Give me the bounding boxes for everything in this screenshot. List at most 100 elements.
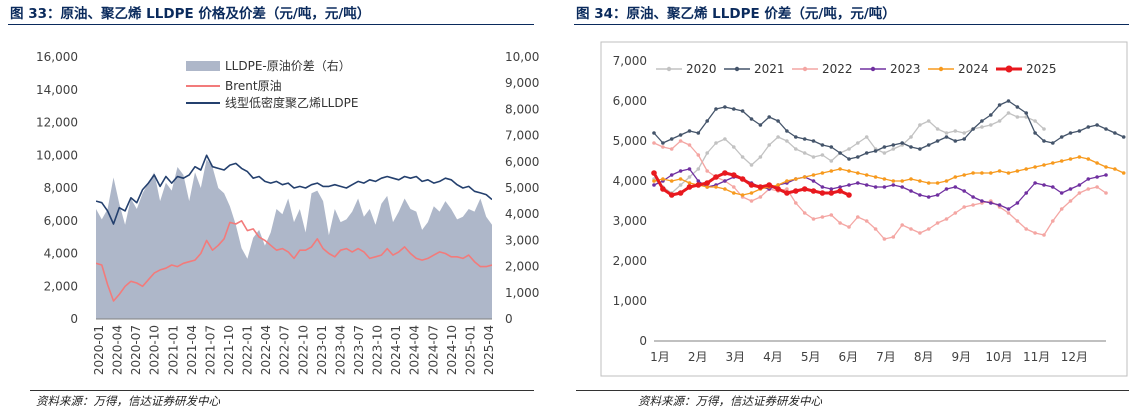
data-point	[785, 139, 789, 143]
data-point	[829, 213, 834, 217]
data-point	[696, 131, 701, 135]
data-point	[687, 143, 692, 147]
data-point	[739, 176, 746, 182]
data-point	[811, 173, 816, 177]
data-point	[909, 227, 913, 231]
legend-label-lldpe: 线型低密度聚乙烯LLDPE	[225, 95, 358, 110]
data-point	[1051, 141, 1055, 145]
data-point	[891, 183, 896, 187]
legend-label-2025: 2025	[1026, 62, 1057, 76]
data-point	[944, 131, 949, 135]
data-point	[1113, 131, 1117, 135]
data-point	[785, 129, 789, 133]
data-point	[1006, 211, 1011, 215]
data-point	[1051, 185, 1055, 189]
left-axis-tick-label: 8,000	[44, 181, 78, 195]
x-axis-tick-label: 2021-10	[222, 325, 236, 375]
x-axis-tick-label: 6月	[839, 350, 859, 364]
data-point	[731, 172, 737, 178]
data-point	[1077, 129, 1082, 133]
data-point	[926, 195, 931, 199]
data-point	[820, 143, 825, 147]
data-point	[652, 141, 656, 145]
data-point	[935, 139, 940, 143]
left-axis-tick-label: 4,000	[44, 247, 78, 261]
data-point	[722, 170, 728, 176]
legend-label-brent: Brent原油	[225, 79, 282, 93]
x-axis-tick-label: 2022-04	[259, 325, 273, 375]
data-point	[846, 192, 852, 198]
data-point	[838, 185, 842, 189]
data-point	[873, 149, 878, 153]
legend-label-2024: 2024	[958, 62, 989, 76]
data-point	[1015, 105, 1020, 109]
y-axis-tick-label: 3,000	[613, 214, 647, 228]
data-point	[705, 119, 709, 123]
data-point	[785, 179, 789, 183]
data-point	[678, 133, 683, 137]
data-point	[1068, 187, 1073, 191]
right-axis-tick-label: 6,000	[505, 155, 539, 169]
data-point	[819, 190, 826, 196]
data-point	[820, 215, 825, 219]
data-point	[1059, 207, 1064, 211]
left-figure: 图 33：原油、聚乙烯 LLDPE 价格及价差（元/吨，元/吨） 0 2,000 4…	[0, 0, 540, 415]
data-point	[785, 187, 789, 191]
data-point	[678, 139, 683, 143]
x-axis-tick-label: 2月	[688, 350, 708, 364]
data-point	[891, 147, 896, 151]
data-point	[1077, 183, 1082, 187]
data-point	[732, 145, 736, 149]
data-point	[687, 175, 692, 179]
data-point	[980, 125, 984, 129]
data-point	[838, 167, 842, 171]
data-point	[962, 131, 966, 135]
data-point	[1033, 119, 1037, 123]
data-point	[847, 183, 851, 187]
data-point	[749, 117, 754, 121]
data-point	[1086, 125, 1091, 129]
data-point	[882, 151, 887, 155]
data-point	[1042, 163, 1046, 167]
data-point	[1033, 131, 1037, 135]
data-point	[696, 167, 701, 171]
data-point	[847, 225, 851, 229]
title-rule	[574, 24, 1129, 25]
data-point	[661, 141, 665, 145]
data-point	[1104, 191, 1108, 195]
data-point	[1042, 183, 1046, 187]
series-line-brent	[96, 220, 492, 302]
y-axis-tick-label: 6,000	[613, 94, 647, 108]
data-point	[980, 171, 984, 175]
right-axis-tick-label: 9,000	[505, 76, 539, 90]
right-axis-tick-label: 1,000	[505, 286, 539, 300]
series-line-lldpe	[96, 154, 492, 225]
data-point	[776, 119, 780, 123]
data-point	[1042, 139, 1046, 143]
data-point	[661, 177, 665, 181]
series-markers-2025	[651, 170, 852, 198]
data-point	[705, 169, 709, 173]
data-point	[1042, 233, 1046, 237]
data-point	[1095, 123, 1099, 127]
data-point	[1095, 185, 1099, 189]
data-point	[1068, 131, 1073, 135]
data-point	[891, 143, 896, 147]
data-point	[757, 184, 764, 190]
data-point	[1051, 219, 1055, 223]
legend-label-2022: 2022	[822, 62, 853, 76]
data-point	[1104, 127, 1108, 131]
data-point	[794, 135, 798, 139]
data-point	[687, 129, 692, 133]
data-point	[1006, 207, 1011, 211]
data-point	[962, 173, 966, 177]
data-point	[944, 217, 949, 221]
data-point	[953, 185, 958, 189]
data-point	[1059, 159, 1064, 163]
data-point	[882, 145, 887, 149]
data-point	[687, 167, 692, 171]
y-axis-tick-label: 1,000	[613, 294, 647, 308]
data-point	[900, 141, 904, 145]
data-point	[1077, 155, 1082, 159]
data-point	[1024, 227, 1028, 231]
